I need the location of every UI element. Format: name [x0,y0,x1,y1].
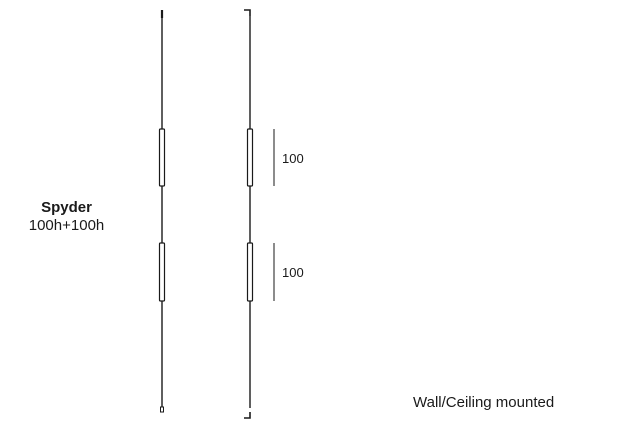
mounting-type-label: Wall/Ceiling mounted [413,394,555,411]
product-name: Spyder [41,199,92,216]
dimension-label-upper: 100 [282,151,304,166]
dimension-label-lower: 100 [282,265,304,280]
product-variant: 100h+100h [28,217,105,234]
side-view-fixture [244,9,254,419]
front-view-fixture [158,10,166,413]
